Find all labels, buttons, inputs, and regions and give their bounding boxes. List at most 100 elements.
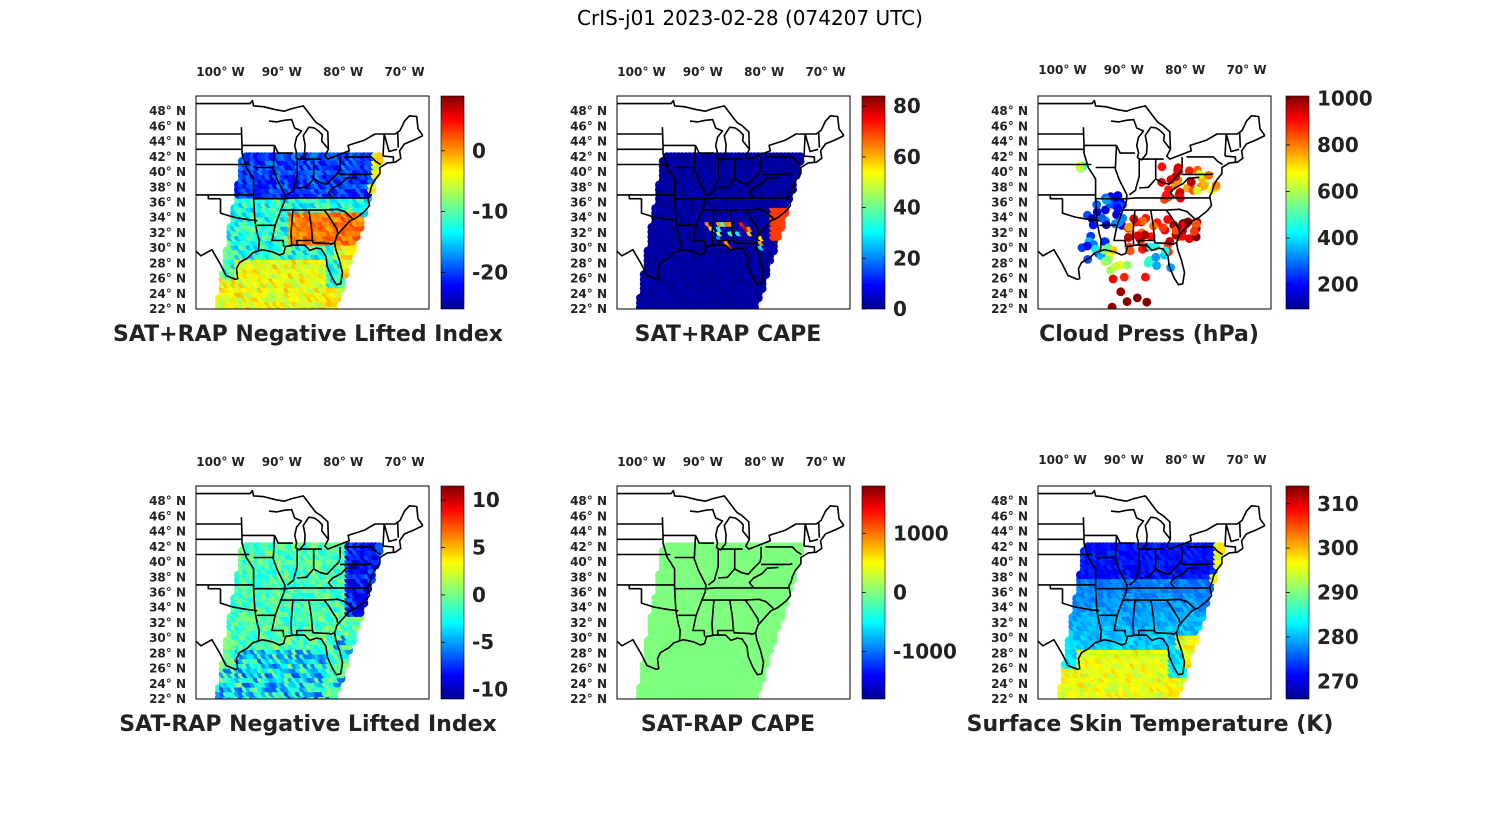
border-line xyxy=(290,600,294,636)
lon-tick-label: 80° W xyxy=(744,65,784,79)
border-line xyxy=(1061,198,1100,222)
lat-tick-label: 44° N xyxy=(149,525,186,539)
border-line xyxy=(1165,209,1181,234)
border-line xyxy=(661,127,682,251)
border-line xyxy=(715,126,750,161)
border-line xyxy=(1122,208,1195,220)
lat-tick-label: 28° N xyxy=(570,646,607,660)
border-line xyxy=(311,240,335,246)
colorbar xyxy=(440,485,465,700)
border-line xyxy=(689,508,724,548)
lon-tick-labels: 100° W 90° W 80° W 70° W xyxy=(196,455,424,469)
colorbar-tick-label: 0 xyxy=(472,583,486,607)
colorbar-tick-label: -10 xyxy=(472,200,508,224)
map-frame xyxy=(195,95,430,310)
colorbar-tick-label: 800 xyxy=(1317,133,1359,157)
border-line xyxy=(718,159,736,189)
cloud-pixel xyxy=(1103,255,1113,265)
cloud-pixel xyxy=(1113,204,1123,214)
border-line xyxy=(707,549,720,586)
lat-tick-label: 36° N xyxy=(149,586,186,600)
lon-tick-labels: 100° W 90° W 80° W 70° W xyxy=(617,65,845,79)
border-line xyxy=(711,210,715,246)
colorbar-tick-label: 600 xyxy=(1317,179,1359,203)
lat-tick-label: 34° N xyxy=(570,601,607,615)
border-line xyxy=(1115,145,1135,154)
border-line xyxy=(327,566,358,589)
cloud-pixel xyxy=(1142,297,1152,307)
lat-tick-label: 44° N xyxy=(991,135,1028,149)
lat-tick-label: 30° N xyxy=(991,241,1028,255)
border-line xyxy=(323,599,339,624)
lat-tick-labels: 48° N46° N44° N42° N40° N38° N36° N34° N… xyxy=(570,494,607,706)
lat-tick-label: 22° N xyxy=(991,302,1028,316)
cloud-pixel xyxy=(1111,261,1121,271)
lat-tick-label: 24° N xyxy=(149,287,186,301)
colorbar-tick-label: 0 xyxy=(893,581,907,605)
lat-tick-label: 44° N xyxy=(149,135,186,149)
border-line xyxy=(1169,176,1200,199)
lat-tick-label: 42° N xyxy=(991,150,1028,164)
lon-tick-label: 90° W xyxy=(683,455,723,469)
map-frame xyxy=(616,95,851,310)
panel-title: Cloud Press (hPa) xyxy=(1039,322,1259,347)
colorbar-tick-label: 60 xyxy=(893,145,921,169)
lat-tick-label: 36° N xyxy=(570,196,607,210)
border-line xyxy=(1238,132,1242,148)
cloud-pixel xyxy=(1186,177,1196,187)
cloud-pixel xyxy=(1075,163,1085,173)
border-line xyxy=(640,588,679,612)
lat-tick-label: 26° N xyxy=(570,272,607,286)
border-line xyxy=(707,159,720,196)
cloud-pixel xyxy=(1204,171,1214,180)
lon-tick-label: 80° W xyxy=(744,455,784,469)
border-line xyxy=(396,522,400,538)
lat-tick-label: 42° N xyxy=(149,540,186,554)
lat-tick-label: 30° N xyxy=(149,631,186,645)
border-line xyxy=(694,535,714,544)
border-line xyxy=(1139,159,1157,189)
cloud-pixel xyxy=(1173,163,1183,173)
panel-sat-rap-cape: 100° W 90° W 80° W 70° W 48° N46° N44° N42°… xyxy=(570,65,921,347)
border-line xyxy=(284,197,369,200)
cloud-pixel xyxy=(1119,272,1129,282)
lat-tick-label: 40° N xyxy=(570,165,607,179)
cloud-pixel xyxy=(1163,215,1173,224)
lat-tick-label: 36° N xyxy=(570,586,607,600)
lon-tick-label: 90° W xyxy=(262,65,302,79)
colorbar-tick-label: 10 xyxy=(472,488,500,512)
lon-tick-label: 100° W xyxy=(1038,63,1086,77)
lat-tick-label: 22° N xyxy=(570,692,607,706)
cloud-pixel xyxy=(1108,274,1118,284)
colorbar-tick-label: 5 xyxy=(472,536,486,560)
lat-tick-label: 48° N xyxy=(991,104,1028,118)
map-area xyxy=(196,96,429,309)
border-line xyxy=(284,587,369,590)
colorbar-tick-label: 400 xyxy=(1317,226,1359,250)
panel-title: SAT-RAP Negative Lifted Index xyxy=(119,712,496,737)
cloud-pixel xyxy=(1082,241,1092,251)
border-line xyxy=(765,546,803,556)
border-line xyxy=(196,489,424,550)
border-line xyxy=(196,99,424,160)
border-line xyxy=(1155,156,1183,185)
colorbar-tick-label: -1000 xyxy=(893,640,957,664)
cloud-pixel xyxy=(1107,302,1117,309)
cloud-pixel xyxy=(1184,234,1194,244)
border-line xyxy=(705,197,790,200)
border-line xyxy=(803,155,816,163)
border-line xyxy=(744,599,760,624)
cloud-pixel xyxy=(1152,261,1161,270)
border-line xyxy=(617,99,845,160)
lat-tick-label: 32° N xyxy=(149,616,186,630)
cloud-pixel xyxy=(1164,185,1173,195)
colorbar-tick-label: 20 xyxy=(893,246,921,270)
border-line xyxy=(1224,133,1240,157)
panel-title: SAT+RAP CAPE xyxy=(635,322,822,347)
panel-sat-rap-nli: 100° W 90° W 80° W 70° W 48° N46° N44° N42°… xyxy=(113,65,508,347)
border-line xyxy=(1186,156,1224,166)
cloud-pixel xyxy=(1131,312,1140,321)
border-line xyxy=(1126,197,1211,200)
border-line xyxy=(617,134,845,286)
cloud-pixel xyxy=(1124,233,1133,243)
